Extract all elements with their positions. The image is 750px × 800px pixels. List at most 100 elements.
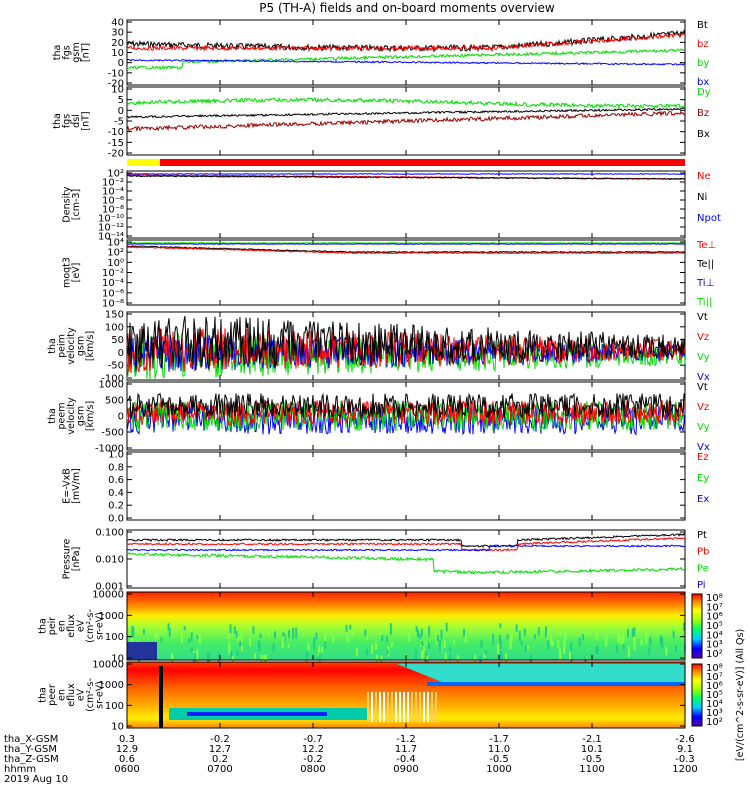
colorbar-tick-label: 10³ [706,708,723,719]
heatmap-cell [313,638,316,650]
trace-by [126,48,686,71]
heatmap-cell [509,637,512,650]
heatmap-cell [527,645,530,650]
y-axis-label-line: [nT] [80,43,91,62]
heatmap-cell [453,640,456,645]
heatmap-cell [156,631,159,640]
heatmap-cell [171,653,174,663]
y-axis-label-line: velocity [66,327,77,365]
y-tick-label: 100 [105,322,124,333]
time-axis-value: 0.2 [212,754,228,765]
y-axis-label-line: peer [47,684,58,706]
trace-Bx [126,107,686,119]
heatmap-cell [375,641,377,650]
heatmap-cell [196,635,199,640]
heatmap-cell [421,628,423,636]
heatmap-cell [385,636,388,642]
y-axis-label-line: [cm-3] [71,189,82,220]
legend: Te⊥ Te|| Ti⊥ Ti|| [696,240,716,308]
y-tick-label: -10 [108,68,124,79]
heatmap-cell [422,645,425,658]
heatmap-cell [415,626,418,632]
heatmap-cell [428,626,431,637]
heatmap-cell [518,630,521,641]
colorbar-tick-label: 10² [706,649,723,660]
legend-entry: Pi [697,580,706,591]
time-axis-value: 1100 [579,764,604,775]
y-axis-label-line: tha [52,113,63,129]
legend-entry: Vz [697,402,709,413]
heatmap-cell [324,640,327,649]
heatmap-cell [645,632,648,644]
heatmap-cell [498,634,501,644]
legend-entry: Te⊥ [696,240,716,251]
y-axis-label-line: tha [38,618,49,634]
time-axis-row-label: tha_Y-GSM [4,744,57,755]
heatmap-cell [258,643,261,652]
y-axis-label-line: [nT] [80,111,91,130]
trace-Pt [126,532,686,548]
time-axis-value: -2.6 [675,734,695,745]
heatmap-cell [387,645,390,653]
y-axis-label-line: peem [57,403,68,430]
heatmap-cell [267,629,270,637]
heatmap-cell [380,655,383,663]
heatmap-cell [424,650,427,662]
legend-entry: Dy [697,87,711,98]
heatmap-cell [563,636,566,647]
heatmap-cell [421,650,424,661]
heatmap-cell [559,626,562,636]
heatmap-streak [431,692,433,722]
y-axis-label-line: tha [47,408,58,424]
legend: Dy Bz Bx [697,87,711,140]
heatmap-cell [408,633,411,642]
y-axis-label-line: fgs [61,45,72,59]
heatmap-cell [499,639,502,649]
heatmap-cell [337,628,340,633]
heatmap-cell [365,648,368,656]
heatmap-cell [381,635,384,642]
y-tick-label: 0 [118,106,124,117]
legend-entry: Ex [697,494,709,505]
trace-Pi [126,544,686,552]
legend-entry: bx [697,77,709,88]
heatmap-cell [631,628,634,638]
heatmap-cell [217,653,220,665]
heatmap-cold-core [187,712,327,716]
y-tick-label: 10 [111,85,124,96]
legend: Ne Ni Npot [697,171,721,224]
heatmap-cell [228,645,231,655]
heatmap-cell [288,630,290,638]
y-tick-label: -1000 [95,444,124,455]
heatmap-cell [235,631,238,638]
y-axis-label-line: eflux [66,614,77,638]
trace-Pe [126,551,686,575]
y-axis-label-line: en [57,689,68,701]
colorbar-label: [eV/(cm^2-s-sr-eV)] (All Qs) [735,629,746,761]
heatmap-cell [282,632,285,637]
y-tick-label: 20 [111,38,124,49]
heatmap-cell [379,629,381,636]
heatmap-cell [424,639,427,646]
heatmap-cell [228,642,231,648]
heatmap-cell [263,655,266,661]
heatmap-cell [352,629,354,637]
heatmap-cell [389,623,392,635]
heatmap-streak [423,692,425,722]
y-tick-label: -20 [108,79,124,90]
heatmap-cell [501,654,503,661]
time-axis-value: -0.2 [303,754,323,765]
y-tick-label: 1.0 [108,450,124,461]
heatmap-cell [167,623,170,631]
heatmap-cell [588,630,591,635]
colorbar-tick-label: 10⁴ [706,630,723,641]
y-tick-label: 10⁻¹² [98,223,124,234]
panel-7: 1.00.8 0.6 0.4 0.2 0.0 E=-VxB[mV/m] Ez Ey Ex [61,450,709,525]
y-tick-label: 10⁴ [107,238,124,249]
y-tick-label: 10⁻¹⁰ [98,214,124,225]
heatmap-cell [320,647,323,653]
heatmap-streak [403,692,405,722]
